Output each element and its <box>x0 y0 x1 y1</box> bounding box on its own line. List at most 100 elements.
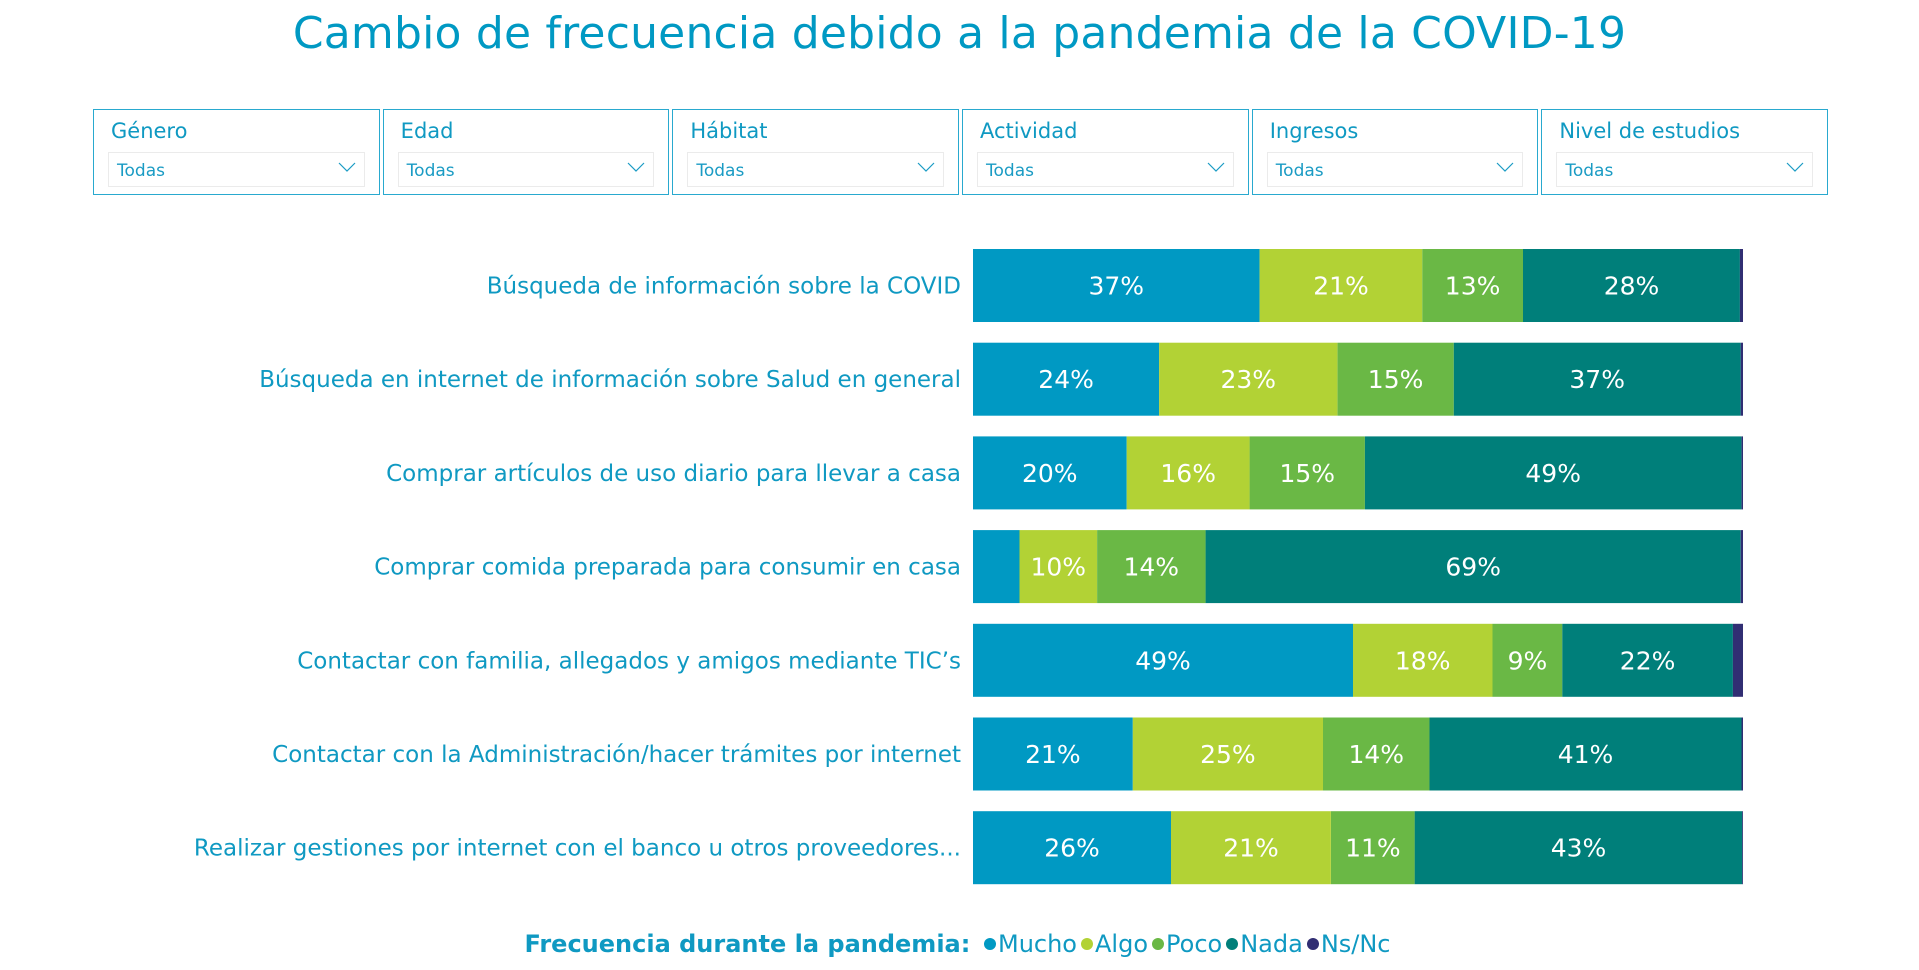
legend-dot-icon <box>983 938 996 950</box>
data-label: 14% <box>1124 553 1180 582</box>
bar-segment-poco[interactable] <box>1337 342 1454 416</box>
bar-segment-algo[interactable] <box>1132 717 1323 791</box>
bar-segment-algo[interactable] <box>1126 436 1250 510</box>
bar-segment-nada[interactable] <box>1453 342 1741 416</box>
legend-item-algo[interactable]: Algo <box>1081 930 1148 958</box>
category-label: Realizar gestiones por internet con el b… <box>194 836 961 862</box>
data-label: 9% <box>1508 646 1548 675</box>
category-label: Comprar comida preparada para consumir e… <box>374 555 961 581</box>
legend-dot-icon <box>1081 938 1093 950</box>
filter-nivel-estudios: Nivel de estudios Todas <box>1541 109 1829 195</box>
bar-segment-nada[interactable] <box>1414 811 1743 885</box>
data-label: 49% <box>1525 459 1581 488</box>
bar-segment-ns-nc[interactable] <box>1741 436 1744 510</box>
chevron-down-icon <box>917 162 935 172</box>
legend-item-poco[interactable]: Poco <box>1152 930 1222 958</box>
edad-dropdown[interactable]: Todas <box>397 152 655 187</box>
bar-segment-nada[interactable] <box>1205 530 1741 604</box>
data-label: 21% <box>1025 740 1081 769</box>
data-label: 69% <box>1445 553 1501 582</box>
bar-row: Contactar con familia, allegados y amigo… <box>297 623 1743 697</box>
bar-segment-poco[interactable] <box>1492 623 1563 697</box>
bar-segment-nada[interactable] <box>1364 436 1742 510</box>
bar-segment-ns-nc[interactable] <box>1740 530 1743 604</box>
bar-row: Comprar comida preparada para consumir e… <box>374 530 1743 604</box>
data-label: 16% <box>1160 459 1216 488</box>
bar-segment-mucho[interactable] <box>973 530 1020 604</box>
filter-habitat: Hábitat Todas <box>672 109 960 195</box>
bar-segment-ns-nc[interactable] <box>1739 249 1743 322</box>
bar-segment-algo[interactable] <box>1353 623 1493 697</box>
legend-label: Algo <box>1095 930 1149 958</box>
filter-label: Hábitat <box>690 119 768 143</box>
legend: Frecuencia durante la pandemia: Mucho Alg… <box>0 930 1919 958</box>
bar-segment-algo[interactable] <box>1259 249 1423 322</box>
bar-segment-ns-nc[interactable] <box>1742 811 1743 885</box>
bar-segment-algo[interactable] <box>1171 811 1331 885</box>
data-label: 24% <box>1038 365 1094 394</box>
data-label: 14% <box>1349 740 1405 769</box>
bar-segment-mucho[interactable] <box>973 342 1160 416</box>
genero-dropdown[interactable]: Todas <box>108 152 365 187</box>
chevron-down-icon <box>1786 162 1804 172</box>
bar-segment-algo[interactable] <box>1019 530 1098 604</box>
data-label: 43% <box>1551 834 1607 863</box>
bar-segment-ns-nc[interactable] <box>1740 342 1743 416</box>
bar-segment-poco[interactable] <box>1331 811 1415 885</box>
legend-label: Ns/Nc <box>1320 930 1391 958</box>
bar-segment-mucho[interactable] <box>973 249 1260 322</box>
ingresos-dropdown[interactable]: Todas <box>1266 152 1524 187</box>
bar-segment-nada[interactable] <box>1523 249 1740 322</box>
chevron-down-icon <box>627 162 645 172</box>
dropdown-value: Todas <box>1565 161 1614 181</box>
data-label: 28% <box>1604 272 1660 301</box>
bar-segment-mucho[interactable] <box>973 436 1127 510</box>
legend-dot-icon <box>1306 938 1319 950</box>
legend-item-ns-nc[interactable]: Ns/Nc <box>1306 930 1391 958</box>
bar-segment-ns-nc[interactable] <box>1741 717 1744 791</box>
data-label: 23% <box>1221 365 1277 394</box>
filter-label: Edad <box>400 119 454 143</box>
bar-segment-ns-nc[interactable] <box>1732 623 1743 697</box>
legend-label: Nada <box>1240 930 1303 958</box>
data-label: 22% <box>1620 646 1676 675</box>
filter-label: Género <box>111 119 188 143</box>
legend-item-nada[interactable]: Nada <box>1226 930 1303 958</box>
data-label: 15% <box>1368 365 1424 394</box>
bar-segment-mucho[interactable] <box>973 623 1353 697</box>
filter-edad: Edad Todas <box>382 109 670 195</box>
data-label: 20% <box>1022 459 1078 488</box>
chart-title: Cambio de frecuencia debido a la pandemi… <box>292 8 1627 59</box>
dropdown-value: Todas <box>1275 161 1324 181</box>
actividad-dropdown[interactable]: Todas <box>977 152 1234 187</box>
bar-segment-poco[interactable] <box>1249 436 1365 510</box>
category-label: Búsqueda en internet de información sobr… <box>259 367 961 393</box>
category-label: Contactar con familia, allegados y amigo… <box>297 648 961 674</box>
filter-genero: Género Todas <box>93 109 380 195</box>
filter-label: Actividad <box>980 119 1078 143</box>
bar-segment-poco[interactable] <box>1323 717 1430 791</box>
nivel-estudios-dropdown[interactable]: Todas <box>1556 152 1814 187</box>
legend-dot-icon <box>1152 938 1165 950</box>
habitat-dropdown[interactable]: Todas <box>687 152 945 187</box>
dropdown-value: Todas <box>696 161 745 181</box>
bar-segment-mucho[interactable] <box>973 811 1171 885</box>
data-label: 49% <box>1135 646 1191 675</box>
data-label: 37% <box>1089 272 1145 301</box>
bar-row: Búsqueda en internet de información sobr… <box>259 342 1743 416</box>
filter-label: Nivel de estudios <box>1559 119 1741 143</box>
bar-segment-poco[interactable] <box>1097 530 1206 604</box>
bar-row: Contactar con la Administración/hacer tr… <box>272 717 1744 791</box>
bar-segment-nada[interactable] <box>1562 623 1733 697</box>
chevron-down-icon <box>338 162 356 172</box>
legend-item-mucho[interactable]: Mucho <box>983 930 1077 958</box>
bar-segment-nada[interactable] <box>1429 717 1742 791</box>
bar-segment-poco[interactable] <box>1422 249 1523 322</box>
bar-segment-mucho[interactable] <box>973 717 1133 791</box>
category-label: Contactar con la Administración/hacer tr… <box>272 742 961 768</box>
legend-label: Poco <box>1166 930 1223 958</box>
bar-segment-algo[interactable] <box>1159 342 1338 416</box>
category-label: Comprar artículos de uso diario para lle… <box>386 461 961 487</box>
data-label: 21% <box>1313 272 1369 301</box>
data-label: 18% <box>1395 646 1451 675</box>
